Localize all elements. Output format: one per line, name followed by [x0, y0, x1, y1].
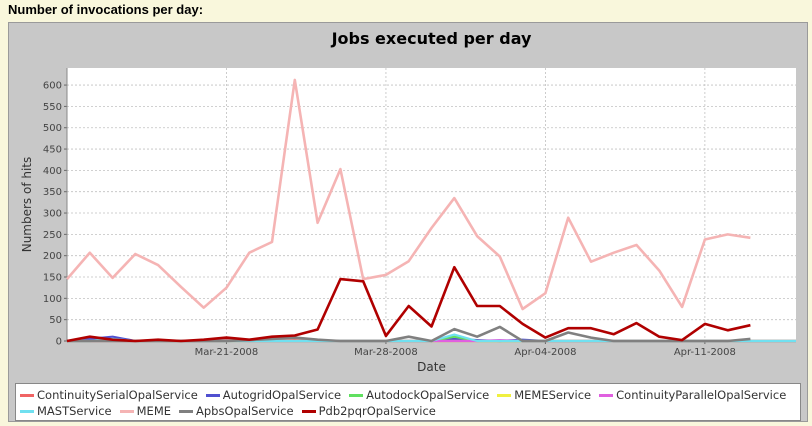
y-tick-label: 600: [43, 81, 62, 92]
legend-item-autogridopalservice: AutogridOpalService: [205, 387, 342, 403]
legend-swatch: [179, 409, 194, 413]
legend-swatch: [599, 393, 614, 397]
x-axis-label: Date: [417, 360, 446, 374]
legend-label: MEMEService: [514, 388, 592, 402]
legend-item-continuityserialopalservice: ContinuitySerialOpalService: [20, 387, 198, 403]
series-pdb2pqropalservice: [66, 265, 751, 343]
legend-item-mastservice: MASTService: [20, 403, 112, 419]
legend-label: MEME: [136, 404, 172, 418]
y-tick-label: 50: [49, 315, 62, 326]
x-tick-label: Mar-21-2008: [195, 347, 259, 358]
legend-label: ContinuityParallelOpalService: [616, 388, 787, 402]
legend-label: ApbsOpalService: [196, 404, 294, 418]
x-tick-label: Mar-28-2008: [354, 347, 418, 358]
legend-item-meme: MEME: [119, 403, 172, 419]
legend-item-pdb2pqropalservice: Pdb2pqrOpalService: [301, 403, 436, 419]
legend-label: MASTService: [37, 404, 112, 418]
y-tick-label: 0: [56, 337, 62, 348]
y-tick-label: 150: [43, 273, 62, 284]
y-tick-label: 350: [43, 187, 62, 198]
series-line-meme: [66, 78, 751, 311]
chart-panel: Jobs executed per day 0 50 100 150 200 250 300 3…: [8, 22, 808, 422]
legend-swatch: [119, 409, 134, 413]
y-tick-label: 250: [43, 230, 62, 241]
legend-item-apbsopalservice: ApbsOpalService: [179, 403, 294, 419]
legend-item-memeservice: MEMEService: [497, 387, 591, 403]
x-tick-label: Apr-04-2008: [514, 347, 576, 358]
y-tick-label: 400: [43, 166, 62, 177]
legend-swatch: [301, 409, 316, 413]
legend-item-continuityparallelopalservice: ContinuityParallelOpalService: [599, 387, 786, 403]
section-heading: Number of invocations per day:: [8, 2, 204, 17]
series-line-pdb2pqropalservice: [66, 265, 751, 343]
legend-swatch: [205, 393, 220, 397]
legend-label: ContinuitySerialOpalService: [37, 388, 198, 402]
x-tick-label: Apr-11-2008: [674, 347, 736, 358]
chart-legend: ContinuitySerialOpalService AutogridOpalS…: [15, 383, 801, 421]
y-tick-label: 450: [43, 145, 62, 156]
y-axis-label: Numbers of hits: [20, 157, 34, 253]
y-tick-label: 200: [43, 251, 62, 262]
y-tick-label: 300: [43, 209, 62, 220]
legend-swatch: [497, 393, 512, 397]
legend-label: Pdb2pqrOpalService: [318, 404, 436, 418]
legend-swatch: [20, 393, 34, 397]
series-meme: [66, 78, 751, 311]
plot-area: [67, 68, 796, 341]
y-tick-label: 500: [43, 123, 62, 134]
chart-svg: Jobs executed per day 0 50 100 150 200 250 300 3…: [20, 29, 796, 374]
legend-swatch: [349, 393, 364, 397]
legend-label: AutodockOpalService: [366, 388, 490, 402]
legend-swatch: [20, 409, 34, 413]
y-tick-label: 550: [43, 102, 62, 113]
legend-item-autodockopalservice: AutodockOpalService: [349, 387, 489, 403]
chart-title: Jobs executed per day: [331, 29, 532, 48]
legend-label: AutogridOpalService: [222, 388, 342, 402]
y-tick-label: 100: [43, 294, 62, 305]
